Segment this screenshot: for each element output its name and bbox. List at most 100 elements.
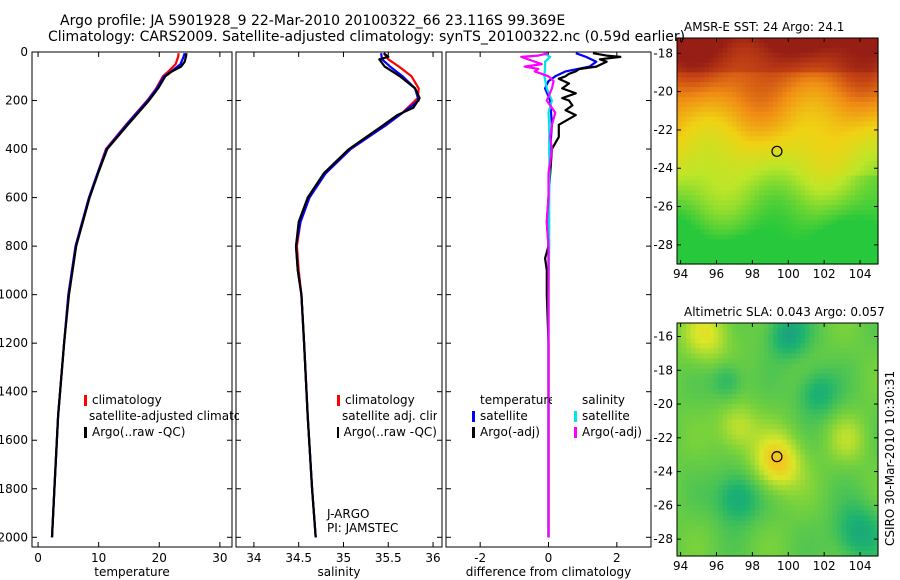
heatmap-cell (740, 72, 747, 78)
heatmap-cell (786, 454, 792, 461)
heatmap-cell (754, 224, 760, 231)
heatmap-cell (791, 388, 797, 395)
heatmap-cell (731, 200, 737, 206)
heatmap-cell (873, 67, 879, 73)
heatmap-cell (695, 185, 701, 191)
heatmap-cell (722, 444, 728, 451)
heatmap-cell (823, 424, 829, 430)
heatmap-cell (786, 229, 792, 236)
heatmap-cell (759, 229, 765, 236)
heatmap-cell (745, 72, 751, 78)
heatmap-cell (814, 474, 820, 481)
heatmap-cell (800, 333, 806, 339)
heatmap-cell (818, 328, 824, 334)
heatmap-cell (859, 131, 865, 137)
heatmap-cell (841, 323, 847, 329)
heatmap-cell (690, 495, 696, 501)
heatmap-cell (704, 353, 710, 360)
heatmap-cell (868, 116, 875, 123)
heatmap-cell (795, 165, 801, 172)
heatmap-cell (677, 47, 683, 54)
heatmap-cell (750, 480, 756, 486)
heatmap-cell (823, 224, 829, 231)
heatmap-cell (850, 449, 856, 456)
heatmap-cell (699, 495, 706, 501)
heatmap-cell (791, 474, 797, 481)
heatmap-cell (750, 72, 756, 78)
heatmap-cell (772, 234, 779, 241)
heatmap-cell (841, 175, 847, 182)
heatmap-cell (841, 165, 847, 172)
heatmap-cell (855, 545, 861, 552)
heatmap-cell (868, 353, 875, 360)
heatmap-cell (690, 259, 696, 265)
heatmap-cell (795, 550, 801, 557)
heatmap-cell (681, 404, 687, 410)
heatmap-cell (745, 224, 751, 231)
heatmap-cell (791, 393, 797, 400)
heatmap-cell (759, 42, 765, 49)
heatmap-cell (855, 348, 861, 354)
heatmap-cell (677, 449, 683, 456)
heatmap-cell (750, 254, 756, 260)
heatmap-cell (846, 545, 852, 552)
heatmap-cell (745, 388, 751, 395)
heatmap-cell (827, 180, 833, 186)
heatmap-cell (855, 404, 861, 410)
heatmap-cell (864, 474, 870, 481)
heatmap-cell (677, 505, 683, 512)
heatmap-cell (686, 469, 692, 476)
heatmap-cell (818, 424, 824, 430)
heatmap-cell (745, 38, 751, 44)
heatmap-cell (841, 200, 847, 206)
heatmap-cell (823, 126, 829, 132)
heatmap-cell (704, 343, 710, 349)
heatmap-cell (727, 239, 733, 245)
heatmap-cell (759, 219, 765, 226)
heatmap-cell (823, 175, 829, 182)
heatmap-cell (759, 111, 765, 118)
heatmap-cell (736, 520, 742, 527)
heatmap-cell (754, 62, 760, 69)
heatmap-cell (832, 160, 838, 167)
heatmap-cell (832, 419, 838, 425)
heatmap-cell (772, 136, 779, 142)
y-tick-label: -26 (653, 498, 673, 512)
heatmap-cell (786, 368, 792, 375)
heatmap-cell (809, 328, 815, 334)
heatmap-cell (677, 464, 683, 471)
heatmap-cell (740, 464, 747, 471)
heatmap-cell (699, 444, 706, 451)
heatmap-cell (855, 209, 861, 216)
heatmap-cell (695, 469, 701, 476)
heatmap-cell (727, 515, 733, 522)
heatmap-cell (800, 116, 806, 123)
heatmap-cell (782, 550, 788, 557)
heatmap-cell (818, 126, 824, 132)
heatmap-cell (754, 101, 760, 108)
heatmap-cell (800, 82, 806, 88)
heatmap-cell (823, 234, 829, 241)
heatmap-cell (768, 510, 774, 517)
heatmap-cell (786, 530, 792, 537)
heatmap-cell (855, 444, 861, 451)
heatmap-cell (740, 439, 747, 446)
heatmap-cell (681, 170, 687, 177)
heatmap-cell (795, 368, 801, 375)
heatmap-cell (704, 111, 710, 118)
heatmap-cell (708, 525, 715, 532)
heatmap-cell (786, 185, 792, 191)
heatmap-cell (859, 92, 865, 98)
heatmap-cell (731, 239, 737, 245)
heatmap-cell (686, 323, 692, 329)
heatmap-cell (754, 131, 760, 137)
heatmap-cell (763, 141, 769, 147)
heatmap-cell (759, 126, 765, 132)
heatmap-cell (713, 254, 719, 260)
heatmap-cell (695, 224, 701, 231)
heatmap-cell (777, 383, 783, 390)
heatmap-cell (718, 530, 724, 537)
heatmap-cell (727, 495, 733, 501)
heatmap-cell (873, 414, 879, 420)
heatmap-cell (827, 383, 833, 390)
